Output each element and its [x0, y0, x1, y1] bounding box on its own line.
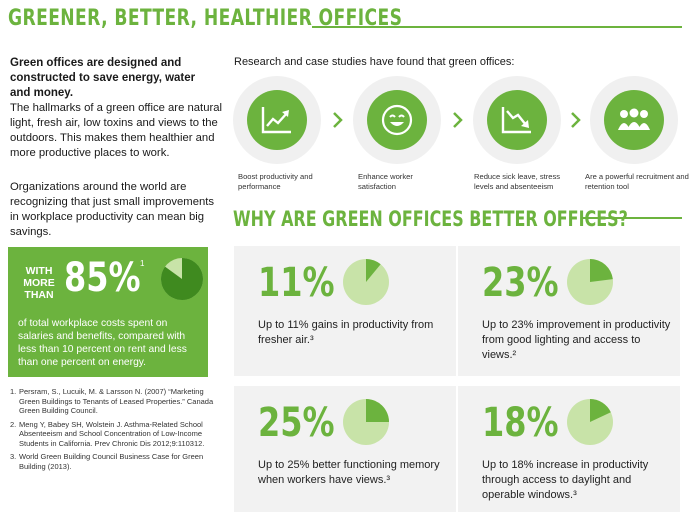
stat-box-prefix: WITH MORE THAN — [23, 265, 55, 301]
intro-paragraph-1: The hallmarks of a green office are natu… — [10, 102, 223, 159]
pie-slice — [590, 259, 613, 282]
stat-value: 25% — [258, 400, 335, 446]
finding-3-circle — [473, 76, 561, 164]
finding-2-badge — [367, 90, 427, 150]
reference-item: 2. Meng Y, Babey SH, Wolstein J. Asthma-R… — [10, 420, 215, 449]
intro-heading: Green offices are designed and construct… — [10, 57, 196, 99]
reference-text: Meng Y, Babey SH, Wolstein J. Asthma-Rel… — [19, 419, 205, 448]
stat-description: Up to 23% improvement in productivity fr… — [482, 319, 671, 361]
finding-4-circle — [590, 76, 678, 164]
finding-3-caption: Reduce sick leave, stress levels and abs… — [474, 172, 561, 191]
intro-paragraph-2: Organizations around the world are recog… — [10, 181, 215, 238]
reference-text: Persram, S., Lucuik, M. & Larsson N. (20… — [19, 387, 214, 415]
pie-slice — [366, 399, 389, 422]
pie-slice — [590, 399, 611, 422]
pie-chart-icon — [567, 259, 613, 305]
stat-card: 18% Up to 18% increase in productivity t… — [458, 386, 680, 512]
finding-1-badge — [247, 90, 307, 150]
stat-value: 18% — [482, 400, 559, 446]
finding-2-circle — [353, 76, 441, 164]
finding-4-caption: Are a powerful recruitment and retention… — [585, 172, 689, 191]
stat-card: 25% Up to 25% better functioning memory … — [234, 386, 456, 512]
stat-box-pie-icon — [161, 258, 204, 300]
stat-box-text: of total workplace costs spent on salari… — [18, 318, 187, 368]
chevron-right-icon — [571, 112, 581, 128]
chart-up-icon — [261, 107, 291, 134]
why-rule — [582, 217, 682, 219]
reference-number: 2. — [10, 419, 17, 429]
reference-number: 3. — [10, 452, 17, 461]
finding-4-badge — [604, 90, 664, 150]
pie-slice — [161, 258, 204, 300]
stat-value: 23% — [482, 260, 559, 306]
title-rule — [312, 26, 682, 28]
smiley-icon — [381, 104, 413, 136]
stat-box-footnote: 1 — [140, 259, 145, 268]
chevron-right-icon — [333, 112, 343, 128]
stat-card: 11% Up to 11% gains in productivity from… — [234, 246, 456, 376]
finding-1-caption: Boost productivity and performance — [238, 172, 313, 191]
chart-down-icon — [501, 107, 531, 134]
references: 1. Persram, S., Lucuik, M. & Larsson N. (… — [10, 387, 215, 475]
reference-item: 1. Persram, S., Lucuik, M. & Larsson N. (… — [10, 387, 215, 416]
stat-box: WITH MORE THAN 85% 1 of total workplace … — [8, 247, 208, 377]
finding-2-caption: Enhance worker satisfaction — [358, 172, 413, 191]
reference-text: World Green Building Council Business Ca… — [19, 452, 204, 471]
stat-card: 23% Up to 23% improvement in productivit… — [458, 246, 680, 376]
pie-chart-icon — [567, 399, 613, 445]
reference-item: 3. World Green Building Council Business … — [10, 452, 215, 471]
pie-slice — [366, 259, 381, 282]
stat-value: 11% — [258, 260, 335, 306]
stat-box-value: 85% — [64, 255, 141, 301]
chevron-right-icon — [453, 112, 463, 128]
why-title: WHY ARE GREEN OFFICES BETTER OFFICES? — [233, 207, 628, 231]
finding-1-circle — [233, 76, 321, 164]
pie-chart-icon — [343, 399, 389, 445]
stat-description: Up to 18% increase in productivity throu… — [482, 459, 649, 501]
stat-description: Up to 11% gains in productivity from fre… — [258, 319, 434, 346]
finding-3-badge — [487, 90, 547, 150]
pie-chart-icon — [343, 259, 389, 305]
people-icon — [618, 108, 650, 130]
stat-description: Up to 25% better functioning memory when… — [258, 459, 440, 486]
reference-number: 1. — [10, 387, 17, 396]
research-intro: Research and case studies have found tha… — [234, 56, 515, 68]
